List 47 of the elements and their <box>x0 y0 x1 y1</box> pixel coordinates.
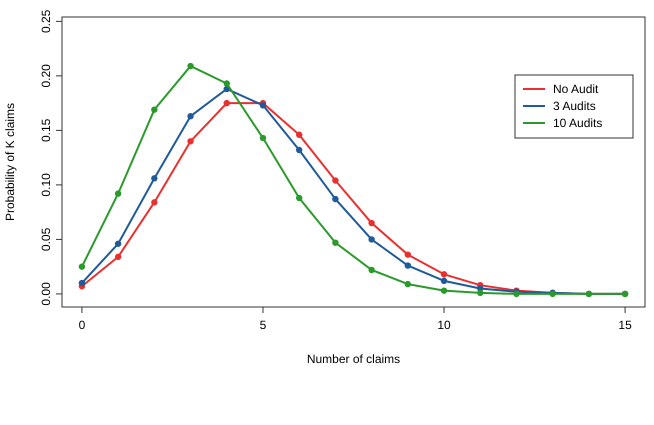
point <box>296 146 302 154</box>
point <box>78 263 86 270</box>
y-tick-label: 0.25 <box>39 9 53 34</box>
point <box>296 194 302 202</box>
point <box>114 240 122 247</box>
point <box>187 138 194 144</box>
point <box>440 278 448 284</box>
x-tick-label: 5 <box>260 318 267 332</box>
y-tick-label: 0.15 <box>39 118 53 142</box>
point <box>368 266 375 274</box>
point <box>440 287 448 294</box>
point <box>224 100 230 106</box>
point <box>114 190 122 197</box>
y-tick-label: 0.00 <box>39 282 53 306</box>
y-axis-title: Probability of K claims <box>3 102 17 222</box>
legend-label: 3 Audits <box>553 99 596 113</box>
point <box>78 280 86 286</box>
point <box>187 62 194 70</box>
point <box>151 106 158 113</box>
point <box>187 113 194 120</box>
point <box>114 254 122 260</box>
x-tick-label: 15 <box>618 318 632 332</box>
point <box>224 80 230 87</box>
y-tick-label: 0.05 <box>39 227 53 252</box>
y-tick-label: 0.10 <box>39 172 53 197</box>
point <box>368 236 375 243</box>
x-tick-label: 10 <box>437 318 452 332</box>
point <box>296 132 302 138</box>
point <box>513 290 520 298</box>
point <box>368 220 375 226</box>
point <box>332 239 339 246</box>
legend-label: No Audit <box>553 82 600 96</box>
point <box>477 290 484 296</box>
point <box>151 199 158 206</box>
point <box>151 175 158 182</box>
point <box>404 262 412 269</box>
point <box>332 196 339 202</box>
point <box>260 102 266 109</box>
y-tick-label: 0.20 <box>39 64 53 88</box>
legend-label: 10 Audits <box>553 116 602 130</box>
point <box>404 280 412 288</box>
x-axis-title: Number of claims <box>306 352 400 366</box>
point <box>440 271 448 278</box>
x-tick-label: 0 <box>78 318 86 332</box>
point <box>404 251 412 258</box>
point <box>332 177 339 184</box>
point <box>260 134 266 142</box>
